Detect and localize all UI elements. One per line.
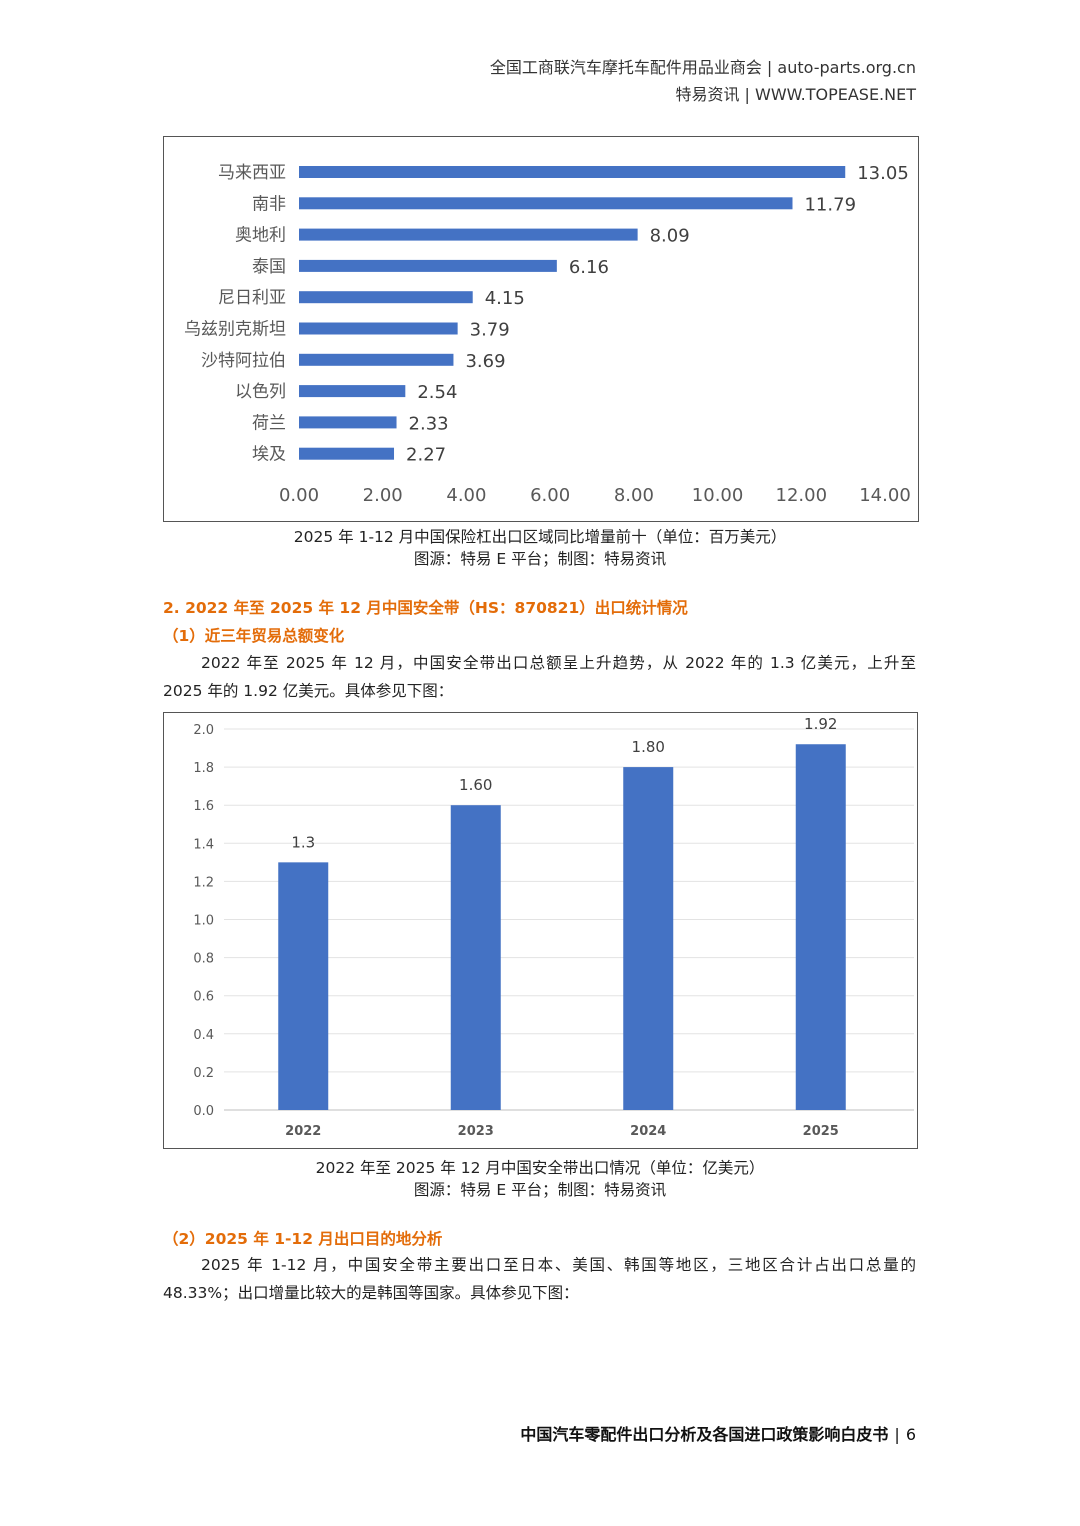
y-tick-label: 2.0 bbox=[193, 723, 214, 738]
paragraph-destination: 2025 年 1-12 月，中国安全带主要出口至日本、美国、韩国等地区，三地区合… bbox=[163, 1251, 916, 1307]
bar bbox=[450, 805, 501, 1110]
page-footer: 中国汽车零配件出口分析及各国进口政策影响白皮书 | 6 bbox=[520, 1421, 916, 1445]
x-tick-label: 2.00 bbox=[363, 485, 403, 506]
bar bbox=[299, 259, 557, 272]
seatbelt-chart-svg: 0.0 0.2 0.4 0.6 0.8 1.0 1.2 1.4 1.6 1.8 2.0 1.3 2022… bbox=[193, 715, 914, 1139]
y-tick-label: 0.2 bbox=[193, 1066, 214, 1081]
bar bbox=[299, 197, 793, 210]
bar bbox=[278, 862, 329, 1110]
y-tick-label: 1.8 bbox=[193, 761, 214, 776]
y-tick-label: 0.6 bbox=[193, 990, 214, 1005]
header-organization: 全国工商联汽车摩托车配件用品业商会 | auto-parts.org.cn bbox=[489, 58, 916, 77]
header-source: 特易资讯 | WWW.TOPEASE.NET bbox=[675, 85, 916, 104]
page-header: 全国工商联汽车摩托车配件用品业商会 | auto-parts.org.cn 特易… bbox=[490, 54, 916, 108]
chart2-caption: 2022 年至 2025 年 12 月中国安全带出口情况（单位：亿美元） 图源：… bbox=[0, 1157, 1080, 1201]
y-tick-label: 0.0 bbox=[193, 1104, 214, 1119]
chart2-title: 2022 年至 2025 年 12 月中国安全带出口情况（单位：亿美元） bbox=[315, 1159, 765, 1177]
x-tick-label: 2024 bbox=[630, 1124, 666, 1139]
chart2-source: 图源：特易 E 平台；制图：特易资讯 bbox=[413, 1181, 667, 1199]
data-label: 11.79 bbox=[804, 194, 856, 215]
subsection-1-heading: （1）近三年贸易总额变化 bbox=[163, 627, 345, 645]
bumper-chart-svg: 马来西亚 13.05 南非 11.79 奥地利 8.09 泰国 6.16 尼日利亚 4.15 乌兹别… bbox=[184, 163, 911, 506]
footer-title: 中国汽车零配件出口分析及各国进口政策影响白皮书 bbox=[520, 1425, 889, 1444]
x-tick-label: 2025 bbox=[803, 1124, 839, 1139]
data-label: 2.27 bbox=[406, 445, 446, 466]
data-label: 1.80 bbox=[632, 738, 665, 756]
x-tick-label: 12.00 bbox=[776, 485, 828, 506]
bar bbox=[795, 744, 846, 1110]
data-label: 2.33 bbox=[409, 413, 449, 434]
y-tick-label: 0.8 bbox=[193, 952, 214, 967]
category-label: 以色列 bbox=[235, 382, 286, 402]
data-label: 4.15 bbox=[485, 288, 525, 309]
paragraph-trade-total: 2022 年至 2025 年 12 月，中国安全带出口总额呈上升趋势，从 202… bbox=[163, 649, 916, 705]
subsection-2-heading: （2）2025 年 1-12 月出口目的地分析 bbox=[163, 1230, 443, 1248]
category-label: 马来西亚 bbox=[218, 163, 286, 183]
x-tick-label: 6.00 bbox=[530, 485, 570, 506]
category-label: 南非 bbox=[252, 194, 286, 214]
x-tick-label: 4.00 bbox=[446, 485, 486, 506]
bumper-export-increase-chart: 马来西亚 13.05 南非 11.79 奥地利 8.09 泰国 6.16 尼日利亚 4.15 乌兹别… bbox=[163, 136, 919, 522]
x-tick-label: 14.00 bbox=[859, 485, 911, 506]
category-label: 埃及 bbox=[252, 445, 286, 465]
x-tick-label: 8.00 bbox=[614, 485, 654, 506]
bar bbox=[299, 228, 638, 241]
footer-separator: | bbox=[894, 1425, 900, 1444]
category-label: 泰国 bbox=[252, 257, 286, 277]
data-label: 2.54 bbox=[417, 382, 457, 403]
paragraph-trade-total-text: 2022 年至 2025 年 12 月，中国安全带出口总额呈上升趋势，从 202… bbox=[163, 654, 916, 700]
category-label: 沙特阿拉伯 bbox=[201, 351, 286, 371]
category-label: 荷兰 bbox=[252, 413, 286, 433]
category-label: 奥地利 bbox=[235, 226, 286, 246]
section-2-heading: 2. 2022 年至 2025 年 12 月中国安全带（HS：870821）出口… bbox=[163, 599, 688, 617]
x-tick-label: 0.00 bbox=[279, 485, 319, 506]
category-label: 乌兹别克斯坦 bbox=[184, 320, 286, 340]
category-label: 尼日利亚 bbox=[218, 288, 286, 308]
chart1-caption: 2025 年 1-12 月中国保险杠出口区域同比增量前十（单位：百万美元） 图源… bbox=[0, 526, 1080, 570]
bar bbox=[299, 385, 406, 398]
chart1-title: 2025 年 1-12 月中国保险杠出口区域同比增量前十（单位：百万美元） bbox=[293, 528, 787, 546]
bar bbox=[299, 447, 395, 460]
bar bbox=[299, 353, 454, 366]
data-label: 8.09 bbox=[650, 226, 690, 247]
y-tick-label: 1.2 bbox=[193, 875, 214, 890]
data-label: 1.3 bbox=[291, 833, 315, 851]
data-label: 1.92 bbox=[804, 715, 837, 733]
y-tick-label: 1.0 bbox=[193, 914, 214, 929]
y-tick-label: 1.4 bbox=[193, 837, 214, 852]
x-tick-label: 2023 bbox=[458, 1124, 494, 1139]
y-tick-label: 1.6 bbox=[193, 799, 214, 814]
y-tick-label: 0.4 bbox=[193, 1028, 214, 1043]
page-number: 6 bbox=[905, 1425, 916, 1444]
chart1-source: 图源：特易 E 平台；制图：特易资讯 bbox=[413, 550, 667, 568]
bar bbox=[299, 322, 458, 335]
x-tick-label: 10.00 bbox=[692, 485, 744, 506]
bar bbox=[299, 166, 846, 178]
data-label: 3.69 bbox=[465, 351, 505, 372]
data-label: 3.79 bbox=[470, 320, 510, 341]
paragraph-destination-text: 2025 年 1-12 月，中国安全带主要出口至日本、美国、韩国等地区，三地区合… bbox=[163, 1256, 916, 1302]
bar bbox=[299, 416, 397, 429]
data-label: 13.05 bbox=[857, 163, 909, 184]
seatbelt-export-chart: 0.0 0.2 0.4 0.6 0.8 1.0 1.2 1.4 1.6 1.8 2.0 1.3 2022… bbox=[163, 712, 918, 1149]
data-label: 1.60 bbox=[459, 776, 492, 794]
x-tick-label: 2022 bbox=[285, 1124, 321, 1139]
bar bbox=[299, 291, 473, 304]
data-label: 6.16 bbox=[569, 257, 609, 278]
bar bbox=[623, 767, 674, 1110]
